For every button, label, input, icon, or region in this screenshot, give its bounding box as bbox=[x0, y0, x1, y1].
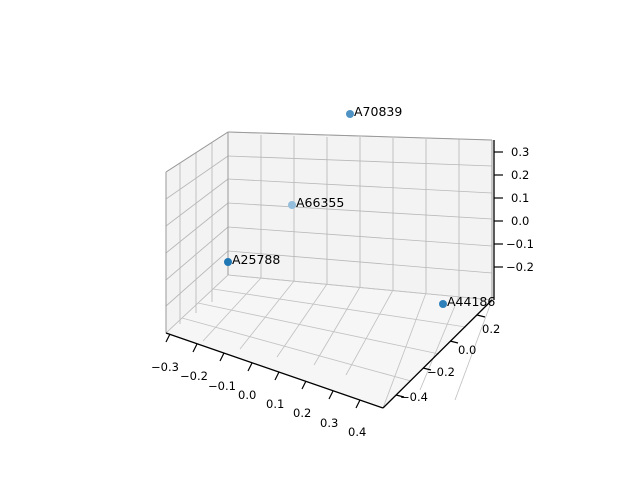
pane-floor bbox=[166, 275, 492, 408]
z-tick-label: 0.2 bbox=[511, 168, 530, 182]
z-tick-label: 0.0 bbox=[511, 214, 530, 228]
point-label: A25788 bbox=[232, 252, 281, 267]
z-tick-label: 0.1 bbox=[511, 191, 530, 205]
x-tick-label: −0.1 bbox=[208, 379, 236, 393]
pane-edges bbox=[165, 131, 493, 333]
x-tick-label: 0.2 bbox=[293, 406, 312, 420]
data-point-marker[interactable] bbox=[288, 201, 296, 209]
point-label: A70839 bbox=[354, 104, 403, 119]
z-tick-label: −0.1 bbox=[506, 237, 534, 251]
x-tick-label: −0.3 bbox=[151, 360, 179, 374]
pane-left bbox=[166, 132, 228, 333]
z-tick-label: 0.3 bbox=[511, 145, 530, 159]
data-point-marker[interactable] bbox=[439, 300, 447, 308]
y-tick-label: 0.2 bbox=[482, 322, 501, 336]
x-axis bbox=[165, 332, 384, 409]
y-tick-label: −0.2 bbox=[427, 365, 455, 379]
point-label: A66355 bbox=[296, 195, 345, 210]
x-tick-label: 0.1 bbox=[266, 397, 285, 411]
x-tick-label: 0.3 bbox=[320, 416, 339, 430]
y-tick-label: 0.0 bbox=[458, 343, 477, 357]
x-tick-label: −0.2 bbox=[180, 369, 208, 383]
x-tick-label: 0.4 bbox=[348, 425, 367, 439]
y-tick-label: −0.4 bbox=[400, 390, 428, 404]
data-point-marker[interactable] bbox=[346, 110, 354, 118]
z-axis bbox=[493, 140, 503, 300]
x-tick-label: 0.0 bbox=[238, 388, 257, 402]
y-axis bbox=[382, 299, 493, 409]
point-label: A44186 bbox=[447, 294, 496, 309]
data-point-marker[interactable] bbox=[224, 258, 232, 266]
z-tick-label: −0.2 bbox=[506, 260, 534, 274]
